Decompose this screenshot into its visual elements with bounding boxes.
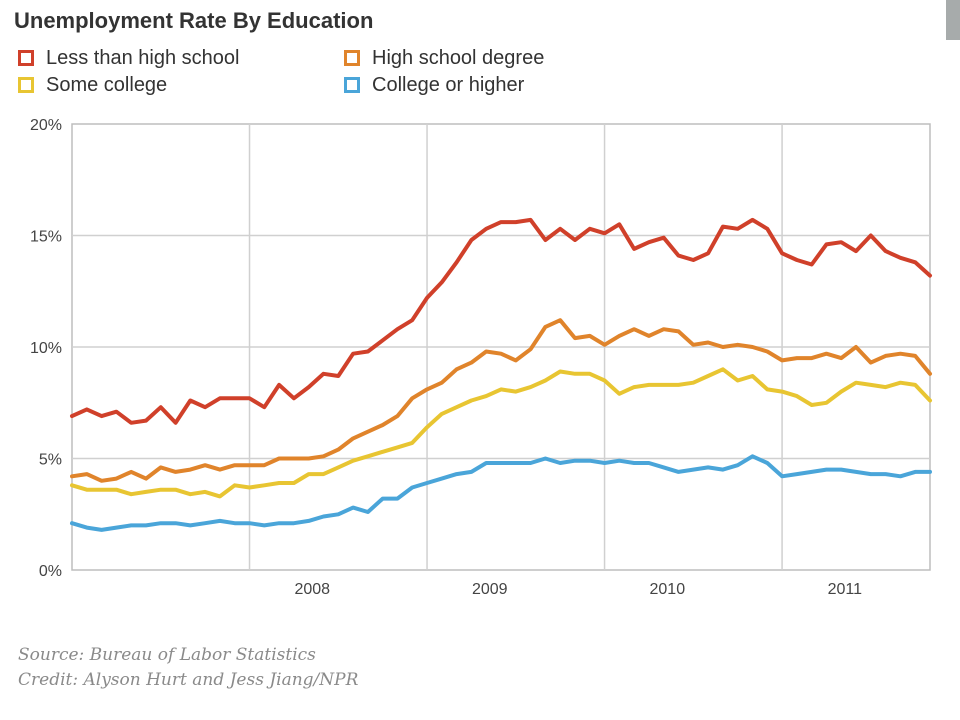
line-chart: 0% 5% 10% 15% 20% 2008 2009 2010 2011 bbox=[30, 117, 932, 598]
chart-legend: Less than high school High school degree… bbox=[18, 45, 658, 101]
grid-lines bbox=[72, 124, 930, 570]
legend-swatch-high-school-degree bbox=[344, 50, 360, 66]
legend-label-some-college: Some college bbox=[46, 73, 168, 96]
legend-label-college-or-higher: College or higher bbox=[372, 73, 525, 96]
source-note: Source: Bureau of Labor Statistics bbox=[18, 645, 316, 665]
y-tick-label: 5% bbox=[39, 452, 62, 469]
x-tick-label: 2011 bbox=[828, 581, 863, 598]
corner-accent-bar bbox=[946, 0, 960, 40]
x-tick-label: 2010 bbox=[650, 581, 686, 598]
y-tick-label: 10% bbox=[30, 340, 62, 357]
series-line-some-college bbox=[70, 367, 932, 499]
series-line-college-or-higher bbox=[70, 454, 932, 532]
series-line-high-school-degree bbox=[70, 318, 932, 483]
x-tick-label: 2009 bbox=[472, 581, 508, 598]
legend-swatch-some-college bbox=[18, 77, 34, 93]
legend-item-some-college: Some college bbox=[18, 72, 167, 98]
credit-note: Credit: Alyson Hurt and Jess Jiang/NPR bbox=[18, 670, 359, 690]
data-series bbox=[70, 217, 932, 532]
legend-swatch-college-or-higher bbox=[344, 77, 360, 93]
chart-title: Unemployment Rate By Education bbox=[14, 8, 374, 33]
legend-item-high-school-degree: High school degree bbox=[344, 45, 544, 71]
legend-item-less-than-high-school: Less than high school bbox=[18, 45, 239, 71]
legend-label-less-than-high-school: Less than high school bbox=[46, 46, 240, 69]
x-tick-label: 2008 bbox=[294, 581, 330, 598]
legend-label-high-school-degree: High school degree bbox=[372, 46, 545, 69]
legend-item-college-or-higher: College or higher bbox=[344, 72, 524, 98]
series-line-less-than-high-school bbox=[70, 217, 932, 425]
y-tick-label: 15% bbox=[30, 229, 62, 246]
legend-swatch-less-than-high-school bbox=[18, 50, 34, 66]
y-tick-label: 20% bbox=[30, 117, 62, 134]
y-tick-label: 0% bbox=[39, 563, 62, 580]
axis-tick-labels: 0% 5% 10% 15% 20% 2008 2009 2010 2011 bbox=[30, 117, 862, 598]
